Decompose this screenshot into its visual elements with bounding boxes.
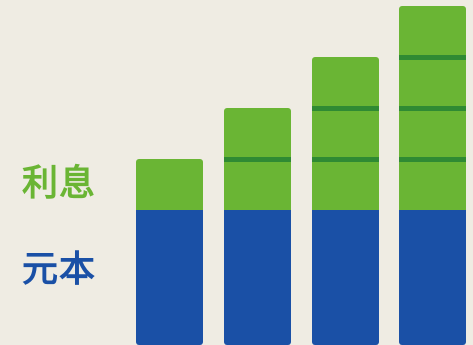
interest-divider [312, 157, 379, 162]
interest-divider [312, 106, 379, 111]
principal-segment [399, 210, 466, 345]
interest-divider [399, 55, 466, 60]
bar-1 [136, 159, 203, 345]
bar-4 [399, 6, 466, 345]
interest-divider [224, 157, 291, 162]
principal-segment [136, 210, 203, 345]
principal-segment [224, 210, 291, 345]
interest-divider [399, 106, 466, 111]
principal-label: 元本 [22, 249, 97, 290]
principal-segment [312, 210, 379, 345]
bar-3 [312, 57, 379, 345]
interest-segment [312, 57, 379, 210]
interest-segment [136, 159, 203, 210]
interest-label: 利息 [22, 163, 97, 204]
bar-2 [224, 108, 291, 345]
interest-divider [399, 157, 466, 162]
